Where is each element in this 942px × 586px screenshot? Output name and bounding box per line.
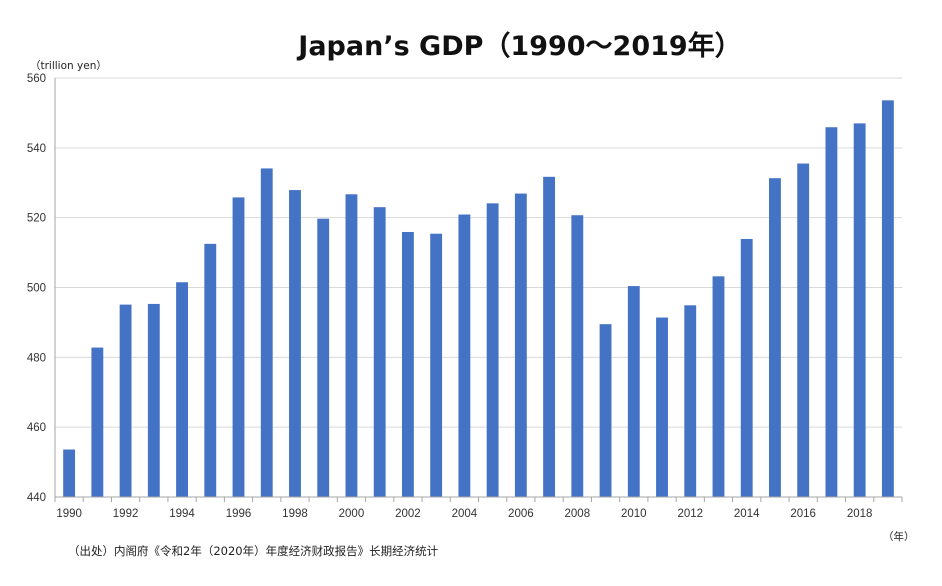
- x-tick-label: 2014: [734, 508, 760, 520]
- x-tick-label: 2016: [790, 508, 816, 520]
- bar-1990: [63, 449, 76, 497]
- x-tick-label: 1990: [56, 508, 82, 520]
- y-axis-unit-label: （trillion yen）: [30, 60, 107, 72]
- chart-title: Japan’s GDP（1990～2019年）: [296, 30, 741, 62]
- x-tick-label: 2010: [621, 508, 647, 520]
- x-tick-label: 1994: [169, 508, 195, 520]
- bar-2018: [853, 123, 866, 498]
- bar-2015: [769, 178, 781, 498]
- y-tick-labels: 440 460 480 500 520 540 560: [27, 73, 46, 504]
- x-tick-label: 1996: [226, 508, 252, 520]
- bar-1993: [147, 303, 160, 497]
- bar-1994: [176, 282, 188, 497]
- bar-2007: [543, 176, 556, 498]
- bar-2009: [599, 324, 612, 497]
- bar-2000: [345, 194, 358, 497]
- x-tick-label: 2004: [452, 508, 478, 520]
- y-tick-label: 540: [27, 143, 46, 155]
- y-tick-label: 460: [27, 422, 46, 434]
- bar-2011: [656, 317, 668, 497]
- x-tick-label: 1998: [282, 508, 308, 520]
- x-axis-unit-label: （年）: [883, 530, 915, 543]
- bar-2008: [571, 215, 584, 497]
- y-tick-label: 500: [27, 283, 46, 295]
- bar-1991: [91, 347, 104, 497]
- x-tick-label: 2000: [339, 508, 365, 520]
- bar-1999: [317, 218, 330, 497]
- bar-2001: [373, 207, 386, 498]
- y-tick-label: 440: [27, 492, 46, 504]
- bar-1997: [260, 168, 273, 497]
- axes: [54, 78, 903, 502]
- x-tick-label: 2012: [677, 508, 703, 520]
- x-tick-label: 2006: [508, 508, 534, 520]
- y-tick-label: 560: [27, 73, 46, 85]
- gridlines: [55, 77, 902, 428]
- bar-1998: [289, 190, 301, 497]
- bar-1995: [204, 243, 217, 497]
- y-tick-label: 480: [27, 352, 46, 364]
- x-tick-label: 2018: [847, 508, 873, 520]
- bar-2010: [627, 286, 640, 497]
- bar-2003: [430, 233, 443, 497]
- x-tick-label: 1992: [113, 508, 139, 520]
- x-tick-label: 2008: [565, 508, 591, 520]
- y-tick-label: 520: [27, 213, 46, 225]
- bar-1996: [232, 197, 245, 498]
- bar-2005: [486, 203, 499, 497]
- bars: [63, 100, 894, 498]
- bar-1992: [119, 304, 132, 497]
- x-tick-labels: 1990 1992 1994 1996 1998 2000 2002 2004 2006 2008…: [56, 508, 872, 520]
- bar-2006: [514, 193, 527, 498]
- source-note: （出处）内阁府《令和2年（2020年）年度经济财政报告》长期经济统计: [68, 544, 439, 558]
- bar-2017: [825, 127, 838, 498]
- bar-2016: [797, 163, 810, 497]
- x-tick-label: 2002: [395, 508, 421, 520]
- bar-2013: [712, 276, 725, 497]
- bar-2014: [740, 238, 753, 498]
- bar-2004: [458, 214, 471, 497]
- bar-2012: [684, 305, 697, 497]
- bar-2019: [881, 100, 894, 497]
- bar-2002: [401, 231, 414, 498]
